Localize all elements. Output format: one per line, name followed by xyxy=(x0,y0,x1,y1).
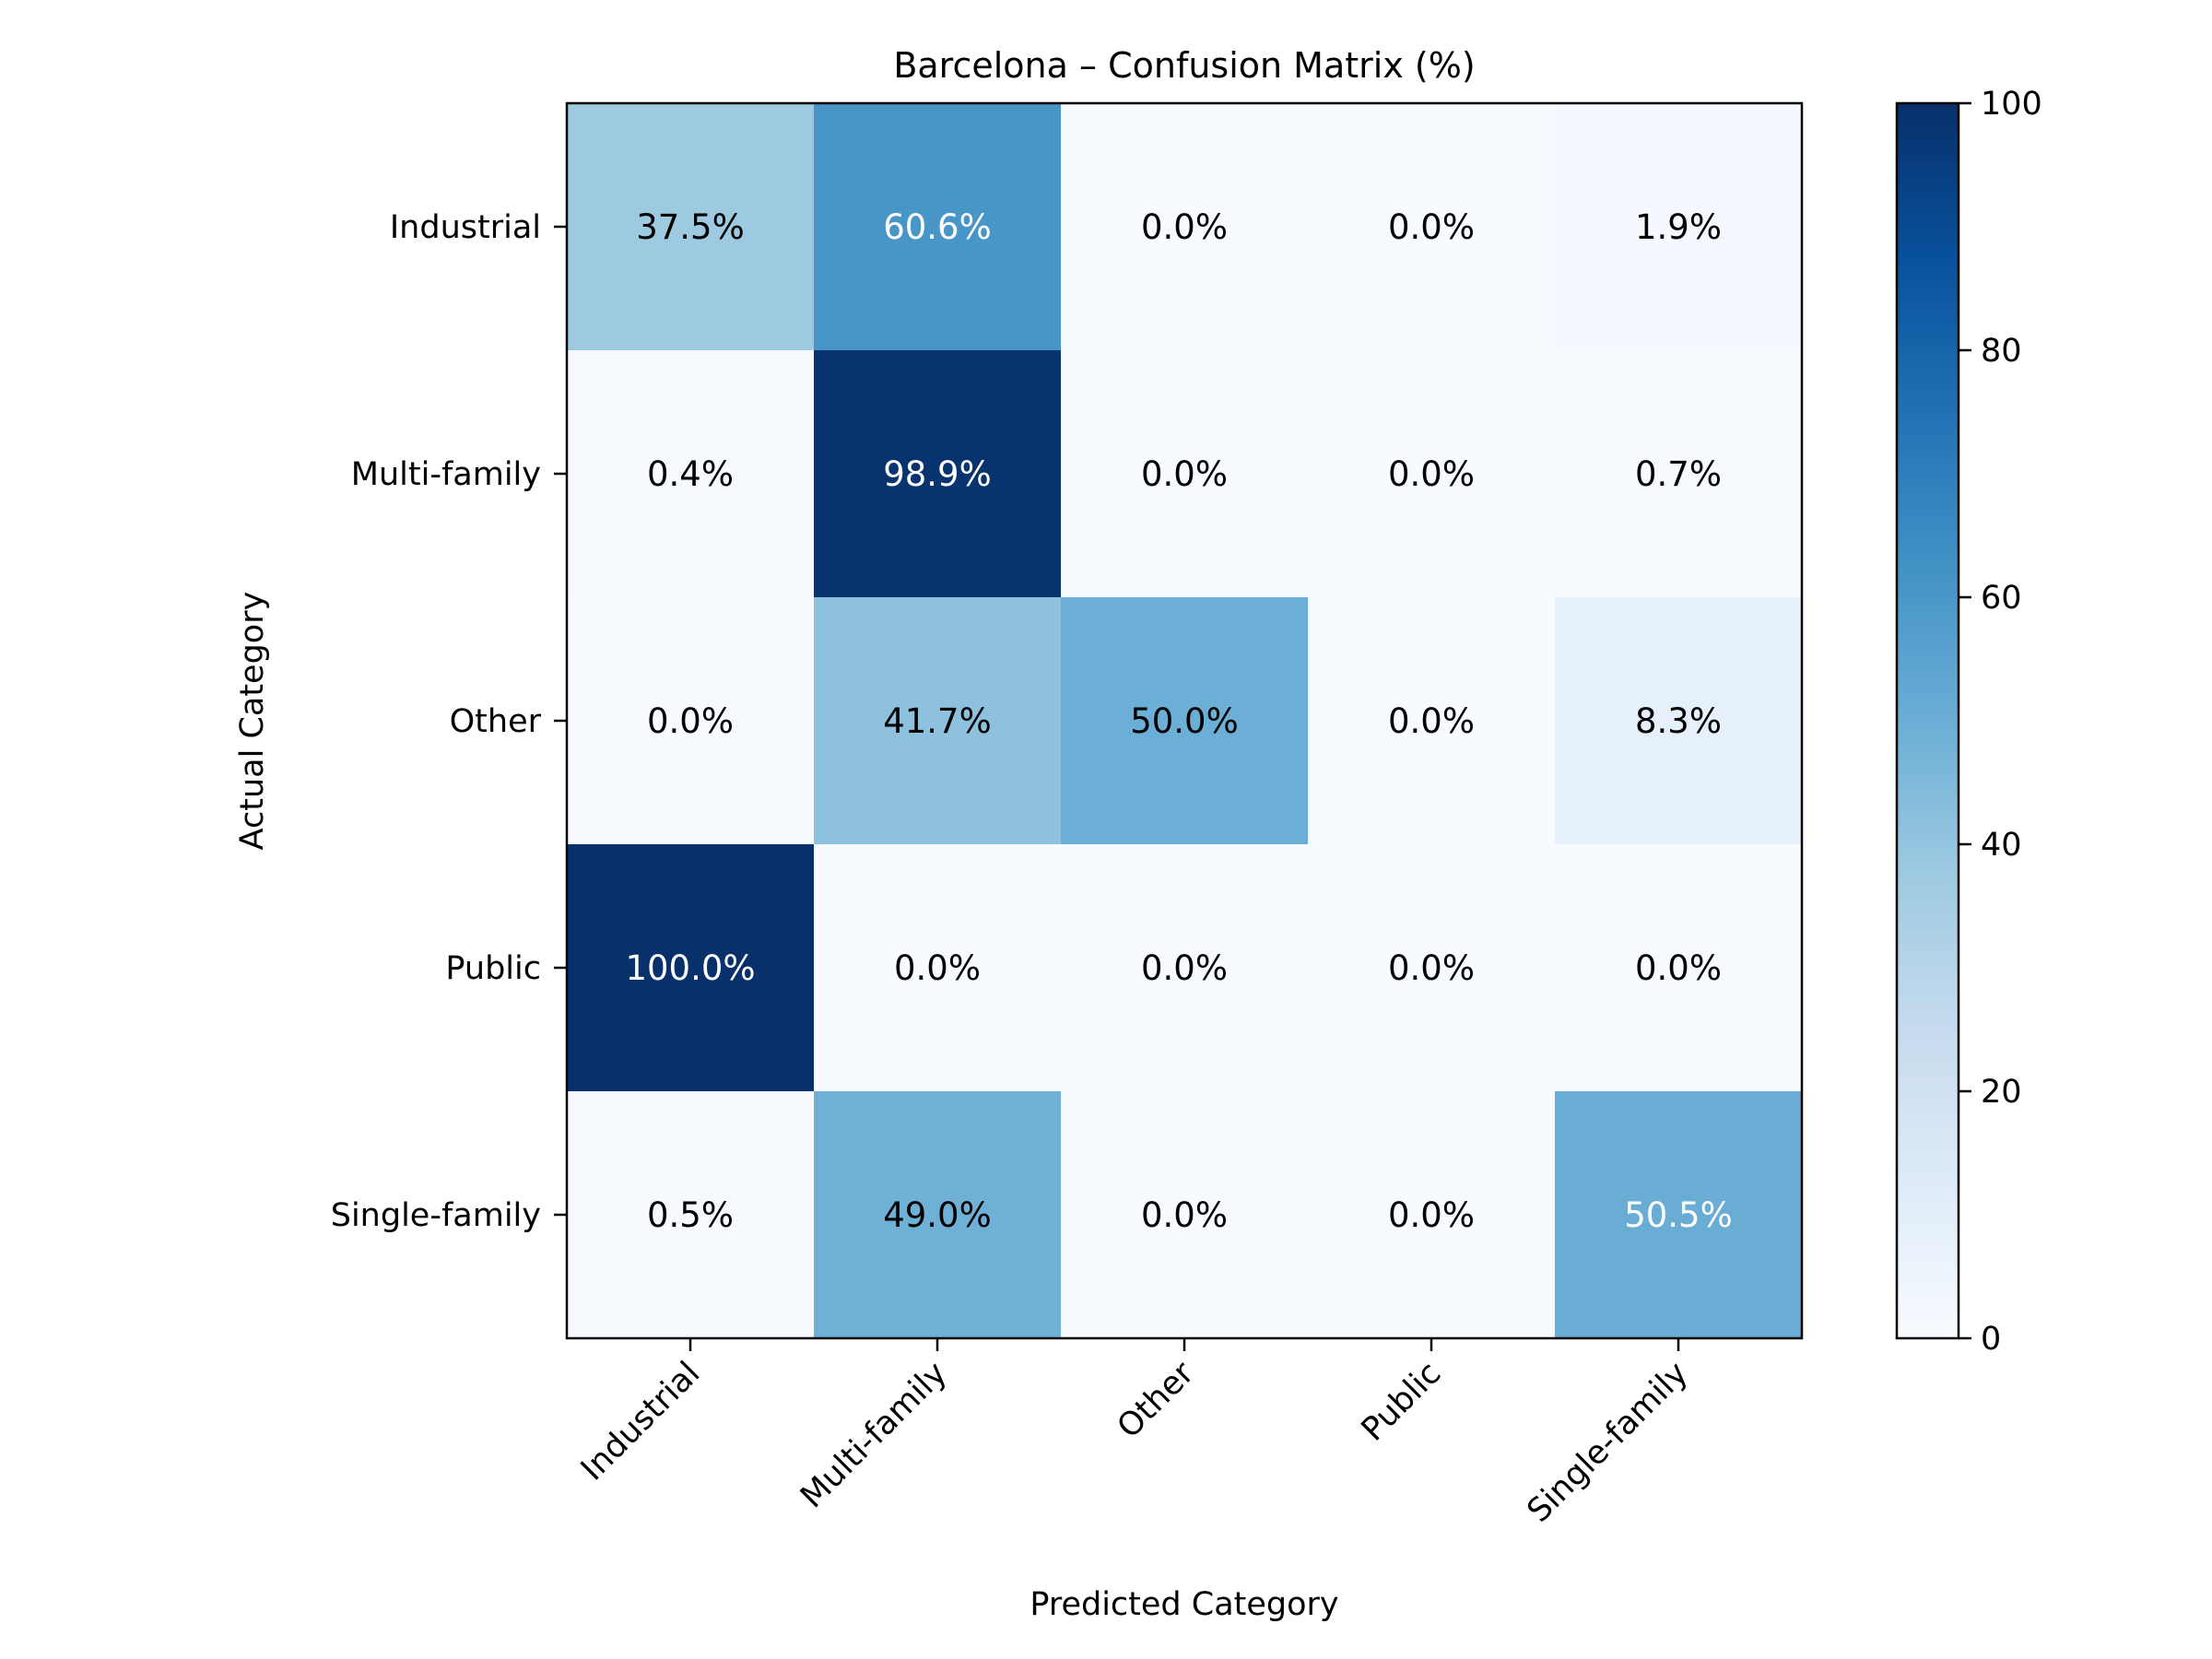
cell-value-label: 60.6% xyxy=(883,207,992,247)
cell-value-label: 98.9% xyxy=(883,454,992,494)
heatmap-cell xyxy=(1555,597,1803,845)
colorbar-gradient xyxy=(1895,101,1960,1340)
heatmap-cell xyxy=(1308,597,1556,845)
cell-value-label: 0.0% xyxy=(647,701,734,741)
cell-value-label: 0.0% xyxy=(894,948,981,988)
colorbar-tick-label: 60 xyxy=(1981,580,2022,617)
cell-value-label: 0.0% xyxy=(1141,454,1228,494)
heatmap-cell xyxy=(1308,1091,1556,1339)
heatmap-cell xyxy=(1308,844,1556,1092)
cell-value-label: 0.0% xyxy=(1388,701,1475,741)
cell-value-label: 100.0% xyxy=(625,948,755,988)
cell-value-label: 0.0% xyxy=(1388,454,1475,494)
cell-value-label: 0.0% xyxy=(1141,207,1228,247)
x-tick-label: Single-family xyxy=(1521,1355,1696,1530)
colorbar-tick-label: 100 xyxy=(1981,86,2042,123)
heatmap-cell xyxy=(814,597,1062,845)
heatmap-cell xyxy=(567,1091,815,1339)
y-tick-label: Industrial xyxy=(390,209,541,246)
heatmap-cell xyxy=(1555,844,1803,1092)
x-tick-label: Other xyxy=(1111,1355,1202,1446)
cell-value-label: 0.7% xyxy=(1635,454,1722,494)
y-tick-label: Public xyxy=(445,950,541,987)
cell-value-label: 0.0% xyxy=(1388,1195,1475,1235)
cell-value-label: 41.7% xyxy=(883,701,992,741)
heatmap-cell xyxy=(814,350,1062,598)
y-axis-ticks: Industrial Multi-family Other Public Single-… xyxy=(331,209,567,1234)
cell-value-label: 50.5% xyxy=(1624,1195,1733,1235)
heatmap-cell xyxy=(1555,1091,1803,1339)
heatmap-cell xyxy=(1061,597,1309,845)
colorbar-tick-label: 20 xyxy=(1981,1074,2022,1111)
heatmap-cell xyxy=(1061,1091,1309,1339)
heatmap-cell xyxy=(1061,844,1309,1092)
heatmap-cell xyxy=(814,1091,1062,1339)
colorbar: 0 20 40 60 80 100 xyxy=(1895,86,2042,1358)
heatmap-cell xyxy=(1061,350,1309,598)
cell-value-label: 1.9% xyxy=(1635,207,1722,247)
heatmap-cell xyxy=(567,844,815,1092)
colorbar-tick-label: 0 xyxy=(1981,1321,2001,1358)
chart-title: Barcelona – Confusion Matrix (%) xyxy=(893,45,1475,86)
colorbar-ticks: 0 20 40 60 80 100 xyxy=(1959,86,2042,1358)
colorbar-tick-label: 80 xyxy=(1981,333,2022,370)
cell-value-label: 37.5% xyxy=(636,207,745,247)
x-tick-label: Industrial xyxy=(574,1355,707,1488)
heatmap-cell xyxy=(567,103,815,351)
cell-value-label: 0.5% xyxy=(647,1195,734,1235)
cell-value-label: 0.0% xyxy=(1388,207,1475,247)
x-tick-label: Public xyxy=(1355,1355,1449,1449)
x-axis-label: Predicted Category xyxy=(1030,1586,1338,1623)
heatmap-cell-labels: 37.5% 60.6% 0.0% 0.0% 1.9% 0.4% 98.9% 0.0% 0.0% 0… xyxy=(625,207,1732,1235)
y-tick-label: Multi-family xyxy=(351,456,541,493)
y-tick-label: Other xyxy=(450,703,542,740)
heatmap-cell xyxy=(1555,103,1803,351)
heatmap-cell xyxy=(814,103,1062,351)
x-axis-ticks: Industrial Multi-family Other Public Single-… xyxy=(574,1338,1695,1530)
cell-value-label: 8.3% xyxy=(1635,701,1722,741)
cell-value-label: 0.0% xyxy=(1141,1195,1228,1235)
heatmap-cell xyxy=(567,597,815,845)
colorbar-tick-label: 40 xyxy=(1981,827,2022,864)
cell-value-label: 49.0% xyxy=(883,1195,992,1235)
cell-value-label: 0.0% xyxy=(1388,948,1475,988)
x-tick-label: Multi-family xyxy=(794,1355,954,1515)
heatmap-cell xyxy=(1061,103,1309,351)
heatmap-cell xyxy=(1555,350,1803,598)
y-axis-label: Actual Category xyxy=(234,592,271,851)
cell-value-label: 0.0% xyxy=(1141,948,1228,988)
heatmap-cell xyxy=(567,350,815,598)
cell-value-label: 0.4% xyxy=(647,454,734,494)
cell-value-label: 0.0% xyxy=(1635,948,1722,988)
heatmap-cell xyxy=(1308,103,1556,351)
cell-value-label: 50.0% xyxy=(1130,701,1239,741)
heatmap-cell xyxy=(814,844,1062,1092)
heatmap-cell xyxy=(1308,350,1556,598)
y-tick-label: Single-family xyxy=(331,1197,541,1234)
heatmap-cells xyxy=(567,103,1803,1339)
